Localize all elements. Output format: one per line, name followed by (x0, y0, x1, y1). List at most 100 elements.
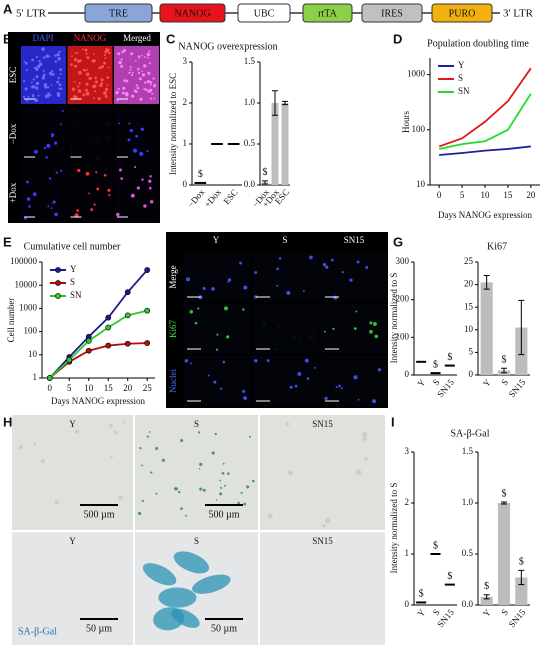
micrograph (21, 106, 66, 162)
cell (190, 362, 192, 365)
cell (143, 64, 147, 68)
cell (135, 134, 139, 138)
cell (94, 80, 98, 84)
x-tick-label: 15 (104, 383, 114, 393)
cell (72, 94, 77, 99)
cell (32, 78, 35, 81)
column-header: SN15 (344, 235, 365, 245)
construct-element (302, 3, 353, 23)
x-tick-label: Y (481, 607, 493, 619)
stained-cell (173, 551, 210, 574)
data-point (105, 314, 112, 321)
x-tick-label: S (431, 377, 442, 387)
cell (22, 95, 26, 98)
cell (286, 290, 291, 295)
cell (108, 51, 111, 55)
error-bar (483, 275, 490, 290)
cell (85, 52, 88, 55)
cell (108, 194, 111, 197)
cell (103, 61, 107, 65)
cell (61, 109, 64, 112)
y-tick-label: 1 (183, 138, 188, 148)
x-tick-label: 15 (503, 190, 513, 200)
column-header: SN15 (312, 419, 333, 429)
cell (100, 78, 104, 82)
cell (355, 310, 358, 313)
chart-title: Cumulative cell number (24, 241, 121, 252)
cell (82, 68, 86, 72)
cell (23, 80, 26, 83)
micrograph (252, 252, 319, 302)
y-tick-label: 3 (405, 446, 410, 456)
cell (116, 212, 120, 217)
cell (104, 50, 108, 54)
row-header: Merge (168, 265, 178, 288)
cell (24, 87, 28, 91)
error-bar (282, 100, 288, 106)
cell (128, 71, 131, 74)
cell (213, 380, 217, 384)
row-header: −Dox (8, 123, 18, 144)
cell (38, 60, 41, 63)
cell (227, 278, 232, 282)
column-header: NANOG (74, 33, 107, 43)
y-tick-label: 10000 (15, 279, 38, 289)
cell (150, 471, 153, 474)
row-header: ESC (8, 67, 18, 84)
row-header: +Dox (8, 182, 18, 203)
cell (129, 128, 134, 133)
y-tick-label: 100 (396, 331, 410, 341)
series-line (438, 93, 532, 150)
cell (138, 77, 142, 81)
cell (98, 66, 102, 70)
cell (77, 89, 82, 93)
cell (57, 56, 61, 61)
cell (69, 150, 74, 154)
y-tick-label: 20 (464, 279, 474, 289)
cell (93, 203, 96, 206)
cell (74, 80, 76, 83)
cell (107, 66, 110, 69)
column-header: DAPI (32, 33, 53, 43)
y-tick-label: 1000 (407, 69, 426, 79)
data-point (144, 267, 151, 273)
cell (139, 151, 144, 156)
cell (224, 484, 227, 487)
cell (184, 359, 189, 363)
cell (216, 333, 219, 336)
cell (222, 360, 226, 364)
cell (141, 54, 143, 57)
cell (26, 197, 31, 201)
cell (58, 83, 62, 87)
cell (82, 93, 86, 97)
micrograph (114, 46, 159, 104)
cell (141, 499, 144, 503)
bar (497, 503, 511, 605)
x-tick-label: +Dox (202, 187, 223, 210)
cell (148, 50, 151, 53)
y-tick-label: 2 (183, 97, 188, 107)
cell (130, 52, 134, 56)
cell (92, 53, 95, 56)
cell (103, 53, 106, 57)
cell (135, 84, 139, 87)
cell (151, 92, 154, 95)
cell (146, 435, 149, 438)
cell (118, 495, 123, 501)
cell (40, 458, 45, 464)
cell (26, 69, 28, 72)
cell (139, 446, 142, 450)
y-tick-label: 100 (412, 124, 426, 134)
x-tick-label: Y (415, 607, 427, 619)
cell (99, 83, 103, 88)
cell (120, 177, 123, 180)
construct-element (159, 3, 226, 23)
bar (480, 282, 493, 375)
cell (215, 499, 218, 501)
cell (78, 59, 82, 63)
cell (28, 205, 31, 208)
cell (341, 271, 344, 274)
cell (241, 492, 243, 494)
data-point (85, 347, 92, 354)
x-tick-label: SN15 (507, 377, 528, 400)
